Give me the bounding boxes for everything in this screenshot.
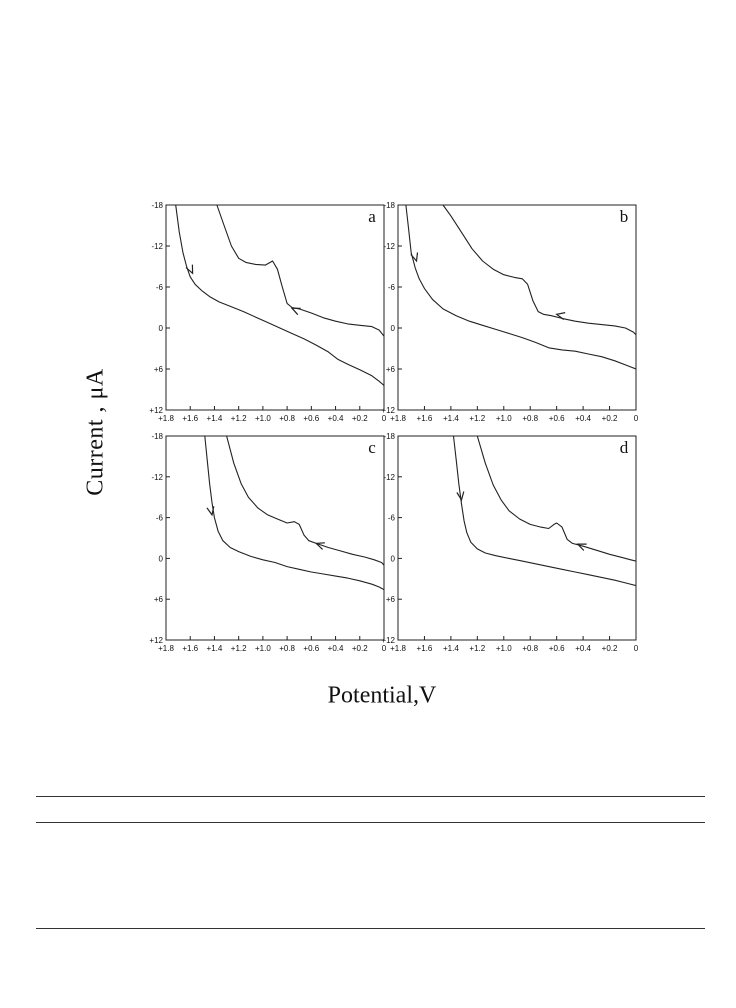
panel-c-series-1-line (204, 435, 385, 591)
panel-a-x-tick-label: +1.6 (182, 414, 198, 423)
panel-c-x-tick-label: 0 (382, 644, 387, 653)
panel-d-y-tick-label: -18 (383, 432, 395, 441)
panel-a-series-2-line (216, 204, 385, 337)
panel-b-x-tick-label: +0.6 (549, 414, 565, 423)
panel-b-series-2-line (442, 204, 637, 336)
panel-b-y-tick-label: +6 (386, 365, 396, 374)
panel-a-y-tick-label: -12 (151, 242, 163, 251)
panel-d-x-tick-label: +0.4 (575, 644, 591, 653)
panel-a-x-tick-label: +0.4 (328, 414, 344, 423)
panel-a-y-tick-label: +12 (149, 406, 163, 415)
panel-d-y-tick-label: -12 (383, 473, 395, 482)
panel-b-arrow-2 (555, 312, 566, 320)
panel-c-x-tick-label: +1.0 (255, 644, 271, 653)
panel-b-series-1-line (405, 204, 637, 370)
panel-c-frame (165, 435, 385, 641)
panel-d-x-tick-label: +0.6 (549, 644, 565, 653)
panel-c-x-tick-label: +0.8 (279, 644, 295, 653)
panel-d-x-tick-label: +1.8 (390, 644, 406, 653)
panel-a-x-tick-label: +1.0 (255, 414, 271, 423)
panel-b-x-tick-label: +1.8 (390, 414, 406, 423)
panel-d-y-tick-label: -6 (388, 514, 396, 523)
panel-d-series-1-line (452, 435, 637, 587)
panel-c-x-tick-label: +1.4 (207, 644, 223, 653)
panel-c-x-tick-label: +0.6 (303, 644, 319, 653)
panel-b-frame (397, 204, 637, 411)
panel-c-y-tick-label: -18 (151, 432, 163, 441)
panel-a-y-tick-label: 0 (159, 324, 164, 333)
panel-a-x-tick-label: +1.8 (158, 414, 174, 423)
panel-b-x-tick-label: +1.6 (417, 414, 433, 423)
panel-a-series-1-line (175, 204, 385, 386)
panel-c-x-tick-label: +0.4 (328, 644, 344, 653)
panel-d-x-tick-label: +1.2 (469, 644, 485, 653)
panel-a-x-tick-label: +0.2 (352, 414, 368, 423)
panel-c-y-tick-label: -12 (151, 473, 163, 482)
panel-b-arrow-1 (410, 252, 419, 263)
panel-c-y-tick-label: 0 (159, 554, 164, 563)
panel-c-x-tick-label: +1.2 (231, 644, 247, 653)
rule-bottom (36, 928, 705, 929)
panel-b-y-tick-label: -12 (383, 242, 395, 251)
panel-c-x-tick-label: +1.6 (182, 644, 198, 653)
panel-a-x-tick-label: 0 (382, 414, 387, 423)
panel-a-arrow-1 (185, 264, 194, 275)
panel-b-x-tick-label: 0 (634, 414, 639, 423)
panel-c-arrow-2 (314, 542, 325, 550)
panel-a-label: a (368, 207, 376, 226)
panel-c-y-tick-label: +12 (149, 636, 163, 645)
panel-a-x-tick-label: +0.8 (279, 414, 295, 423)
panel-a-y-tick-label: +6 (154, 365, 164, 374)
panel-a-x-tick-label: +1.2 (231, 414, 247, 423)
panel-b-x-tick-label: +1.0 (496, 414, 512, 423)
panel-b-x-tick-label: +1.2 (469, 414, 485, 423)
panel-a-x-tick-label: +1.4 (207, 414, 223, 423)
panel-a-y-tick-label: -6 (156, 283, 164, 292)
panel-d-label: d (620, 438, 629, 457)
y-axis-label-text: Current , μA (82, 368, 109, 496)
panel-c-x-tick-label: +0.2 (352, 644, 368, 653)
panel-b-y-tick-label: +12 (381, 406, 395, 415)
x-axis-label: Potential,V (327, 682, 437, 709)
panel-d-y-tick-label: +12 (381, 636, 395, 645)
rule-top (36, 796, 705, 797)
panel-d-y-tick-label: 0 (391, 554, 396, 563)
panel-d-series-2-line (476, 435, 637, 562)
panel-d-x-tick-label: +1.6 (417, 644, 433, 653)
panel-d-y-tick-label: +6 (386, 595, 396, 604)
panel-b-x-tick-label: +0.2 (602, 414, 618, 423)
panel-c-y-tick-label: +6 (154, 595, 164, 604)
panel-b-y-tick-label: -18 (383, 201, 395, 210)
panel-d-x-tick-label: +0.8 (522, 644, 538, 653)
panel-b-x-tick-label: +0.8 (522, 414, 538, 423)
panel-c-y-tick-label: -6 (156, 514, 164, 523)
panel-a-y-tick-label: -18 (151, 201, 163, 210)
panel-a-arrow-2 (290, 307, 301, 316)
panel-c-series-2-line (226, 435, 385, 566)
panel-d-x-tick-label: +1.4 (443, 644, 459, 653)
rule-middle (36, 822, 705, 823)
panel-c-arrow-1 (206, 506, 215, 517)
panel-b-x-tick-label: +0.4 (575, 414, 591, 423)
panel-d-arrow-1 (456, 491, 465, 502)
panel-b-label: b (620, 207, 629, 226)
panel-a-frame (165, 204, 385, 411)
panel-b-x-tick-label: +1.4 (443, 414, 459, 423)
panel-c-x-tick-label: +1.8 (158, 644, 174, 653)
panel-d-x-tick-label: +0.2 (602, 644, 618, 653)
panel-c-label: c (368, 438, 376, 457)
panel-b-y-tick-label: 0 (391, 324, 396, 333)
panel-d-arrow-2 (576, 543, 587, 551)
panel-a-x-tick-label: +0.6 (303, 414, 319, 423)
panel-d-x-tick-label: +1.0 (496, 644, 512, 653)
panel-d-frame (397, 435, 637, 641)
panel-b-y-tick-label: -6 (388, 283, 396, 292)
panel-d-x-tick-label: 0 (634, 644, 639, 653)
